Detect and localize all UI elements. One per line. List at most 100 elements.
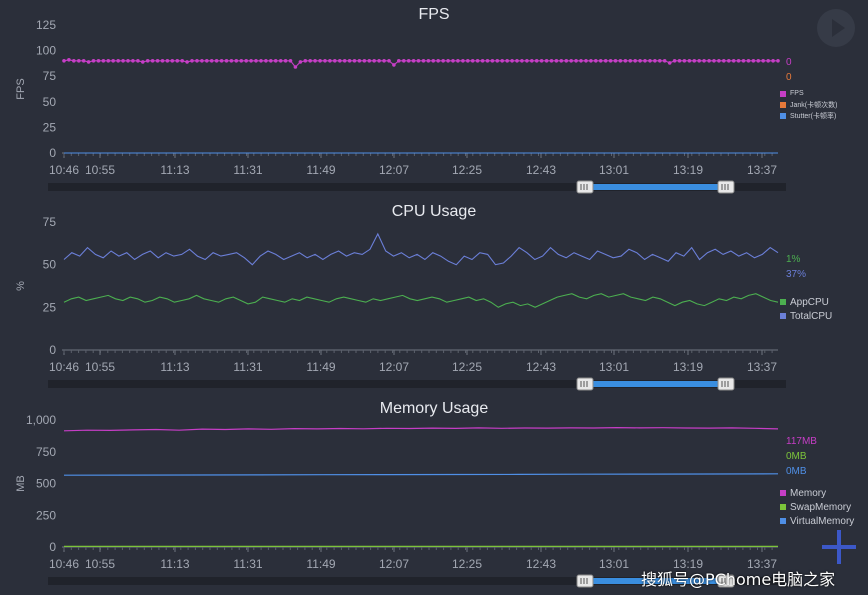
series-line-totalcpu	[63, 232, 779, 266]
data-point	[613, 59, 618, 63]
legend-label: AppCPU	[790, 296, 829, 308]
appcpu-swatch	[780, 299, 786, 305]
data-point	[392, 63, 396, 67]
x-tick-label: 12:25	[452, 557, 482, 571]
data-point	[436, 59, 441, 63]
data-point	[283, 59, 288, 63]
data-point	[224, 59, 229, 63]
data-point	[101, 59, 106, 63]
x-tick-label: 11:31	[233, 163, 262, 177]
data-point	[534, 59, 539, 63]
series-line-appcpu	[63, 293, 779, 308]
fps-legend: FPS Jank(卡顿次数) Stutter(卡顿率)	[780, 88, 837, 121]
data-point	[594, 59, 598, 63]
data-point	[175, 59, 180, 63]
data-point	[387, 59, 391, 63]
data-point	[342, 59, 347, 63]
cpu-chart: 0 25 50 75% 10:46 10:55 11:13 11:31 11:49 12:07 12…	[15, 215, 786, 391]
legend-item-fps[interactable]: FPS	[780, 88, 837, 99]
x-tick-label: 13:37	[747, 360, 777, 374]
legend-item-stutter[interactable]: Stutter(卡顿率)	[780, 110, 837, 121]
data-point	[67, 58, 71, 62]
legend-label: FPS	[790, 90, 804, 97]
y-tick-label: 1,000	[26, 413, 56, 427]
x-tick-label: 12:43	[526, 557, 556, 571]
memory-chart: 0 250 500 750 1,000 MB 10:46 10:55 11:13 11:31 11:…	[15, 413, 786, 588]
range-handle-left	[576, 377, 594, 391]
x-tick-label: 12:25	[452, 163, 482, 177]
data-point	[155, 59, 160, 63]
totalcpu-swatch	[780, 313, 786, 319]
data-point	[338, 59, 342, 63]
series-line-virtualmemory	[63, 473, 779, 476]
add-button[interactable]	[822, 530, 856, 564]
data-point	[170, 59, 175, 63]
data-point	[136, 59, 140, 63]
data-point	[731, 59, 736, 63]
watermark: 搜狐号@PChome电脑之家	[641, 570, 836, 589]
data-point	[505, 59, 510, 63]
data-point	[559, 59, 564, 63]
x-tick-label: 13:19	[673, 163, 703, 177]
data-point	[209, 59, 214, 63]
play-button[interactable]	[817, 9, 855, 47]
y-tick-label: 25	[43, 300, 57, 314]
range-selection	[586, 381, 726, 387]
data-point	[249, 59, 253, 63]
legend-item-totalcpu[interactable]: TotalCPU	[780, 309, 832, 323]
data-point	[741, 59, 746, 63]
data-point	[697, 59, 701, 63]
data-point	[692, 59, 697, 63]
data-point	[298, 60, 303, 64]
data-point	[736, 59, 741, 63]
y-tick-label: 50	[43, 95, 57, 109]
data-point	[456, 59, 460, 63]
data-point	[608, 59, 613, 63]
data-point	[328, 59, 332, 63]
data-point	[190, 59, 194, 63]
x-tick-label: 11:31	[233, 557, 262, 571]
data-point	[727, 59, 731, 63]
legend-label: Jank(卡顿次数)	[790, 101, 838, 109]
y-tick-label: 50	[43, 258, 57, 272]
legend-label: Stutter(卡顿率)	[790, 112, 837, 120]
totalcpu-current-value: 37%	[786, 269, 807, 280]
data-point	[141, 60, 145, 64]
data-point	[367, 59, 372, 63]
data-point	[554, 59, 559, 63]
legend-item-jank[interactable]: Jank(卡顿次数)	[780, 99, 837, 110]
x-tick-label: 12:25	[452, 360, 482, 374]
data-point	[446, 59, 450, 63]
data-point	[402, 59, 406, 63]
data-point	[62, 59, 66, 63]
data-point	[662, 59, 667, 63]
appcpu-current-value: 1%	[786, 254, 801, 265]
y-tick-label: 75	[43, 69, 57, 83]
data-point	[751, 59, 756, 63]
data-point	[480, 59, 485, 63]
data-point	[672, 59, 677, 63]
fps-current-value: 0	[786, 57, 792, 68]
data-point	[490, 59, 495, 63]
data-point	[653, 59, 657, 63]
data-point	[219, 59, 224, 63]
range-track	[48, 380, 786, 388]
data-point	[756, 59, 761, 63]
data-point	[313, 59, 317, 63]
legend-item-memory[interactable]: Memory	[780, 486, 854, 500]
data-point	[180, 59, 184, 63]
data-point	[264, 59, 268, 63]
legend-item-virtualmemory[interactable]: VirtualMemory	[780, 514, 854, 528]
data-point	[584, 59, 588, 63]
y-tick-label: 25	[43, 120, 57, 134]
legend-item-appcpu[interactable]: AppCPU	[780, 295, 832, 309]
data-point	[259, 59, 263, 63]
y-tick-label: 75	[43, 215, 57, 229]
legend-item-swapmemory[interactable]: SwapMemory	[780, 500, 854, 514]
memory-title: Memory Usage	[379, 400, 489, 417]
data-point	[722, 59, 726, 63]
data-point	[362, 59, 367, 63]
data-point	[81, 59, 86, 63]
data-point	[185, 60, 189, 64]
x-tick-label: 10:55	[85, 557, 115, 571]
